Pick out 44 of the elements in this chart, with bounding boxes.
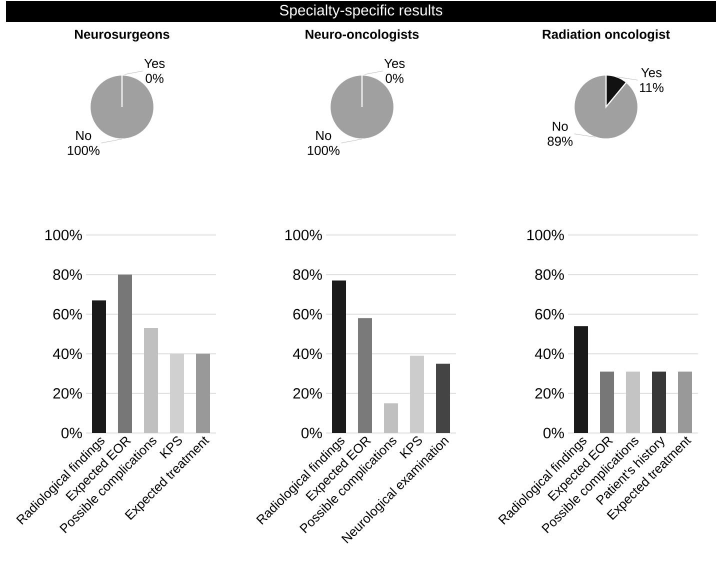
y-tick-label: 80% [293, 269, 322, 280]
y-tick-label: 60% [535, 308, 564, 320]
y-tick-label: 60% [293, 308, 322, 320]
bar [436, 364, 450, 433]
y-tick-label: 0% [301, 428, 322, 438]
y-tick-label: 100% [45, 230, 82, 240]
bar [358, 318, 372, 433]
y-tick-label: 80% [53, 269, 82, 280]
y-tick-label: 40% [292, 348, 322, 360]
category-label: Yes [144, 58, 165, 68]
y-tick-label: 20% [293, 388, 322, 399]
y-tick-label: 20% [535, 388, 564, 399]
category-label: Yes [384, 58, 405, 68]
bar [92, 300, 106, 433]
bar [170, 354, 184, 433]
slice-label: No [76, 131, 92, 140]
y-tick-label: 60% [53, 308, 82, 320]
y-tick-label: 0% [543, 428, 564, 438]
data-label: 11% [640, 83, 664, 92]
bar [384, 403, 398, 433]
bar [118, 274, 132, 433]
text: 0% [386, 74, 404, 83]
chart-title: Neuro-oncologists [306, 29, 419, 42]
y-tick-label: 100% [527, 230, 564, 240]
text: 0% [146, 74, 164, 83]
slice-label: No [552, 122, 568, 131]
bar [332, 280, 346, 433]
chart-title: Neurosurgeons [75, 30, 170, 42]
data-label: 100% [308, 146, 340, 156]
bar [410, 356, 424, 433]
data-label: 100% [68, 146, 100, 156]
y-tick-label: 40% [534, 348, 564, 360]
y-tick-label: 20% [53, 388, 82, 399]
y-tick-label: 0% [61, 428, 82, 438]
y-tick-label: 100% [285, 230, 322, 240]
slice-label: No [316, 131, 332, 140]
text: Specialty-specific results [280, 4, 442, 18]
y-tick-label: 80% [535, 269, 564, 280]
bar [144, 328, 158, 433]
slice-label: Yes [641, 68, 662, 78]
chart-title: Radiation oncologist [542, 29, 670, 42]
y-tick-label: 40% [52, 348, 82, 360]
bar [196, 354, 210, 433]
data-label: 89% [548, 136, 573, 146]
